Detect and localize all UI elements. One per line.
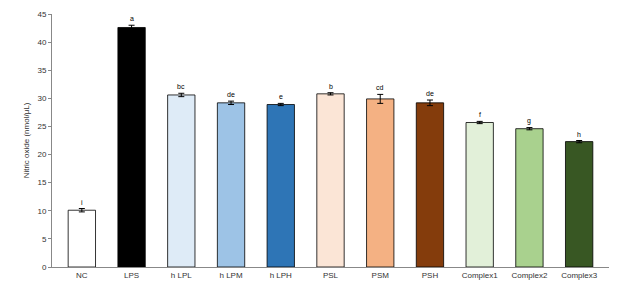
- svg-text:30: 30: [37, 94, 46, 103]
- svg-text:25: 25: [37, 122, 46, 131]
- svg-text:e: e: [279, 93, 283, 100]
- svg-text:0: 0: [42, 263, 47, 272]
- svg-text:g: g: [527, 117, 531, 125]
- svg-text:Complex2: Complex2: [511, 271, 548, 280]
- svg-text:i: i: [81, 199, 83, 206]
- svg-text:5: 5: [42, 235, 47, 244]
- svg-text:35: 35: [37, 66, 46, 75]
- svg-text:h LPM: h LPM: [219, 271, 242, 280]
- svg-text:cd: cd: [376, 84, 384, 91]
- svg-text:de: de: [227, 91, 235, 98]
- svg-text:bc: bc: [177, 83, 185, 90]
- svg-text:b: b: [329, 83, 333, 90]
- svg-text:PSM: PSM: [372, 271, 390, 280]
- svg-text:Complex3: Complex3: [561, 271, 598, 280]
- svg-text:NC: NC: [76, 271, 88, 280]
- svg-text:h LPL: h LPL: [171, 271, 192, 280]
- svg-text:45: 45: [37, 10, 46, 19]
- svg-text:PSL: PSL: [323, 271, 339, 280]
- svg-text:15: 15: [37, 178, 46, 187]
- svg-text:40: 40: [37, 38, 46, 47]
- svg-text:PSH: PSH: [422, 271, 439, 280]
- svg-text:Nitric oxide (nmol/μL): Nitric oxide (nmol/μL): [22, 102, 31, 178]
- svg-text:h LPH: h LPH: [270, 271, 292, 280]
- svg-text:10: 10: [37, 207, 46, 216]
- svg-text:h: h: [577, 131, 581, 138]
- svg-text:de: de: [426, 90, 434, 97]
- svg-text:LPS: LPS: [124, 271, 139, 280]
- svg-text:Complex1: Complex1: [462, 271, 499, 280]
- svg-text:20: 20: [37, 150, 46, 159]
- svg-text:a: a: [130, 15, 134, 22]
- svg-text:f: f: [479, 111, 481, 118]
